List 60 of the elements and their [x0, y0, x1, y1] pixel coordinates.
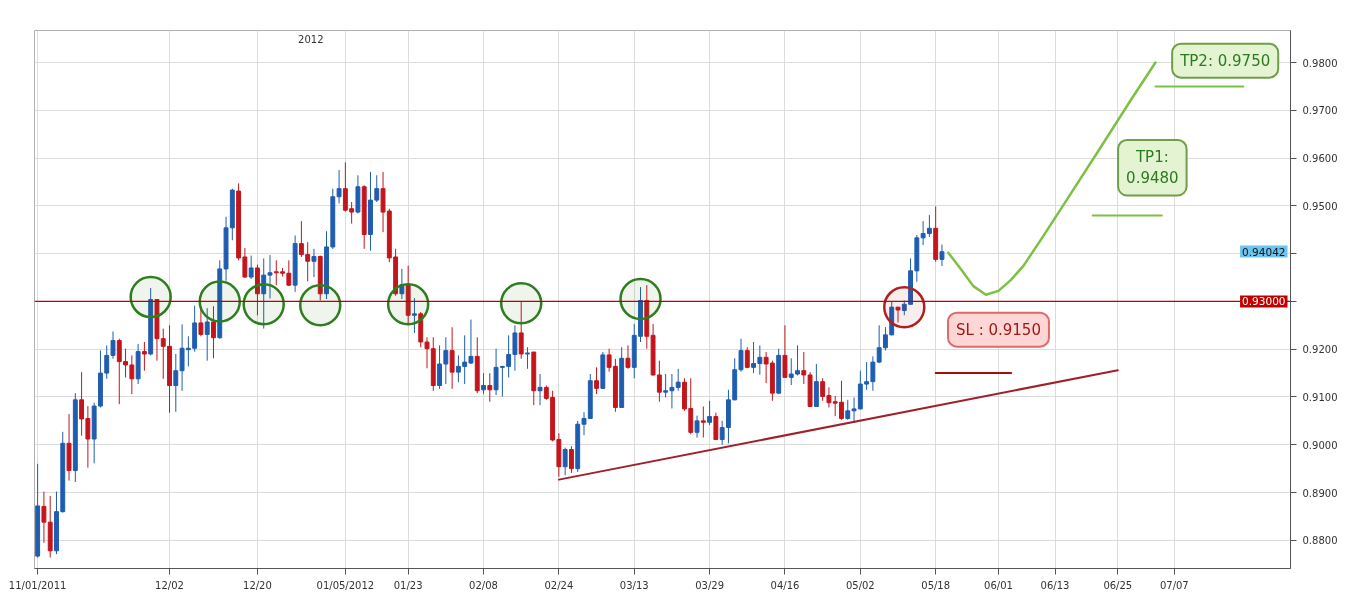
candlestick: [449, 326, 455, 390]
annotation: 0.94042: [1242, 245, 1286, 258]
candlestick: [782, 324, 788, 379]
candlestick: [411, 297, 417, 334]
y-tick-label: 0.9100: [1302, 391, 1338, 403]
candlestick: [198, 307, 204, 337]
candlestick: [374, 174, 380, 203]
x-tick-label: 01/05/2012: [316, 579, 375, 591]
x-tick-label: 06/13: [1040, 579, 1070, 591]
candlestick: [110, 331, 116, 360]
x-tick-label: 02/08: [469, 579, 498, 591]
x-tick-label: 04/16: [770, 579, 800, 591]
candlestick: [568, 445, 574, 474]
candlestick: [211, 305, 216, 359]
x-tick-label: 07/07: [1159, 579, 1189, 591]
y-tick-label: 0.8800: [1302, 535, 1338, 547]
candlestick: [41, 491, 47, 544]
y-tick-label: 0.8900: [1302, 487, 1338, 499]
x-tick-label: 12/20: [243, 579, 272, 591]
candlestick: [204, 307, 210, 362]
candlestick: [594, 366, 600, 395]
x-tick-label: 03/29: [695, 579, 725, 591]
y-tick-label: 0.9600: [1302, 153, 1338, 165]
y-tick-label: 0.9800: [1302, 57, 1338, 69]
candlestick: [525, 346, 530, 370]
candlestick: [481, 372, 486, 395]
ref-line-label: 0.93000: [1242, 295, 1286, 308]
x-tick-label: 03/13: [619, 579, 649, 591]
candlestick: [487, 372, 493, 403]
annotation: TP1: 0.9480: [1126, 147, 1179, 188]
candlestick: [311, 248, 317, 278]
candlestick: [713, 412, 719, 441]
x-tick-label: 05/18: [921, 579, 951, 591]
candlestick: [707, 400, 713, 426]
x-tick-label: 06/25: [1103, 579, 1133, 591]
candlestick: [537, 373, 543, 406]
y-tick-label: 0.9000: [1302, 439, 1338, 451]
annotation: SL : 0.9150: [956, 320, 1041, 339]
candlestick: [939, 244, 945, 267]
x-tick-label: 12/02: [155, 579, 184, 591]
candlestick: [248, 255, 254, 280]
x-tick-label: 01/23: [393, 579, 423, 591]
candlestick: [625, 344, 631, 370]
x-tick-label: 05/02: [845, 579, 875, 591]
candlestick: [895, 306, 901, 323]
x-tick-label: 11/01/2011: [8, 579, 67, 591]
candlestick: [104, 344, 110, 380]
candlestick: [562, 447, 568, 476]
annotation: TP2: 0.9750: [1179, 51, 1271, 70]
y-tick-label: 0.9700: [1302, 105, 1338, 117]
y-tick-label: 0.9200: [1302, 344, 1338, 356]
candlestick: [141, 341, 147, 372]
candlestick: [694, 415, 700, 439]
y-tick-label: 0.9500: [1302, 200, 1338, 212]
x-tick-label: 02/24: [544, 579, 574, 591]
x-tick-label: 06/01: [984, 579, 1013, 591]
candlestick: [518, 300, 524, 360]
candlestick: [700, 406, 706, 439]
annotation: 2012: [298, 33, 324, 45]
candlestick: [399, 268, 405, 300]
